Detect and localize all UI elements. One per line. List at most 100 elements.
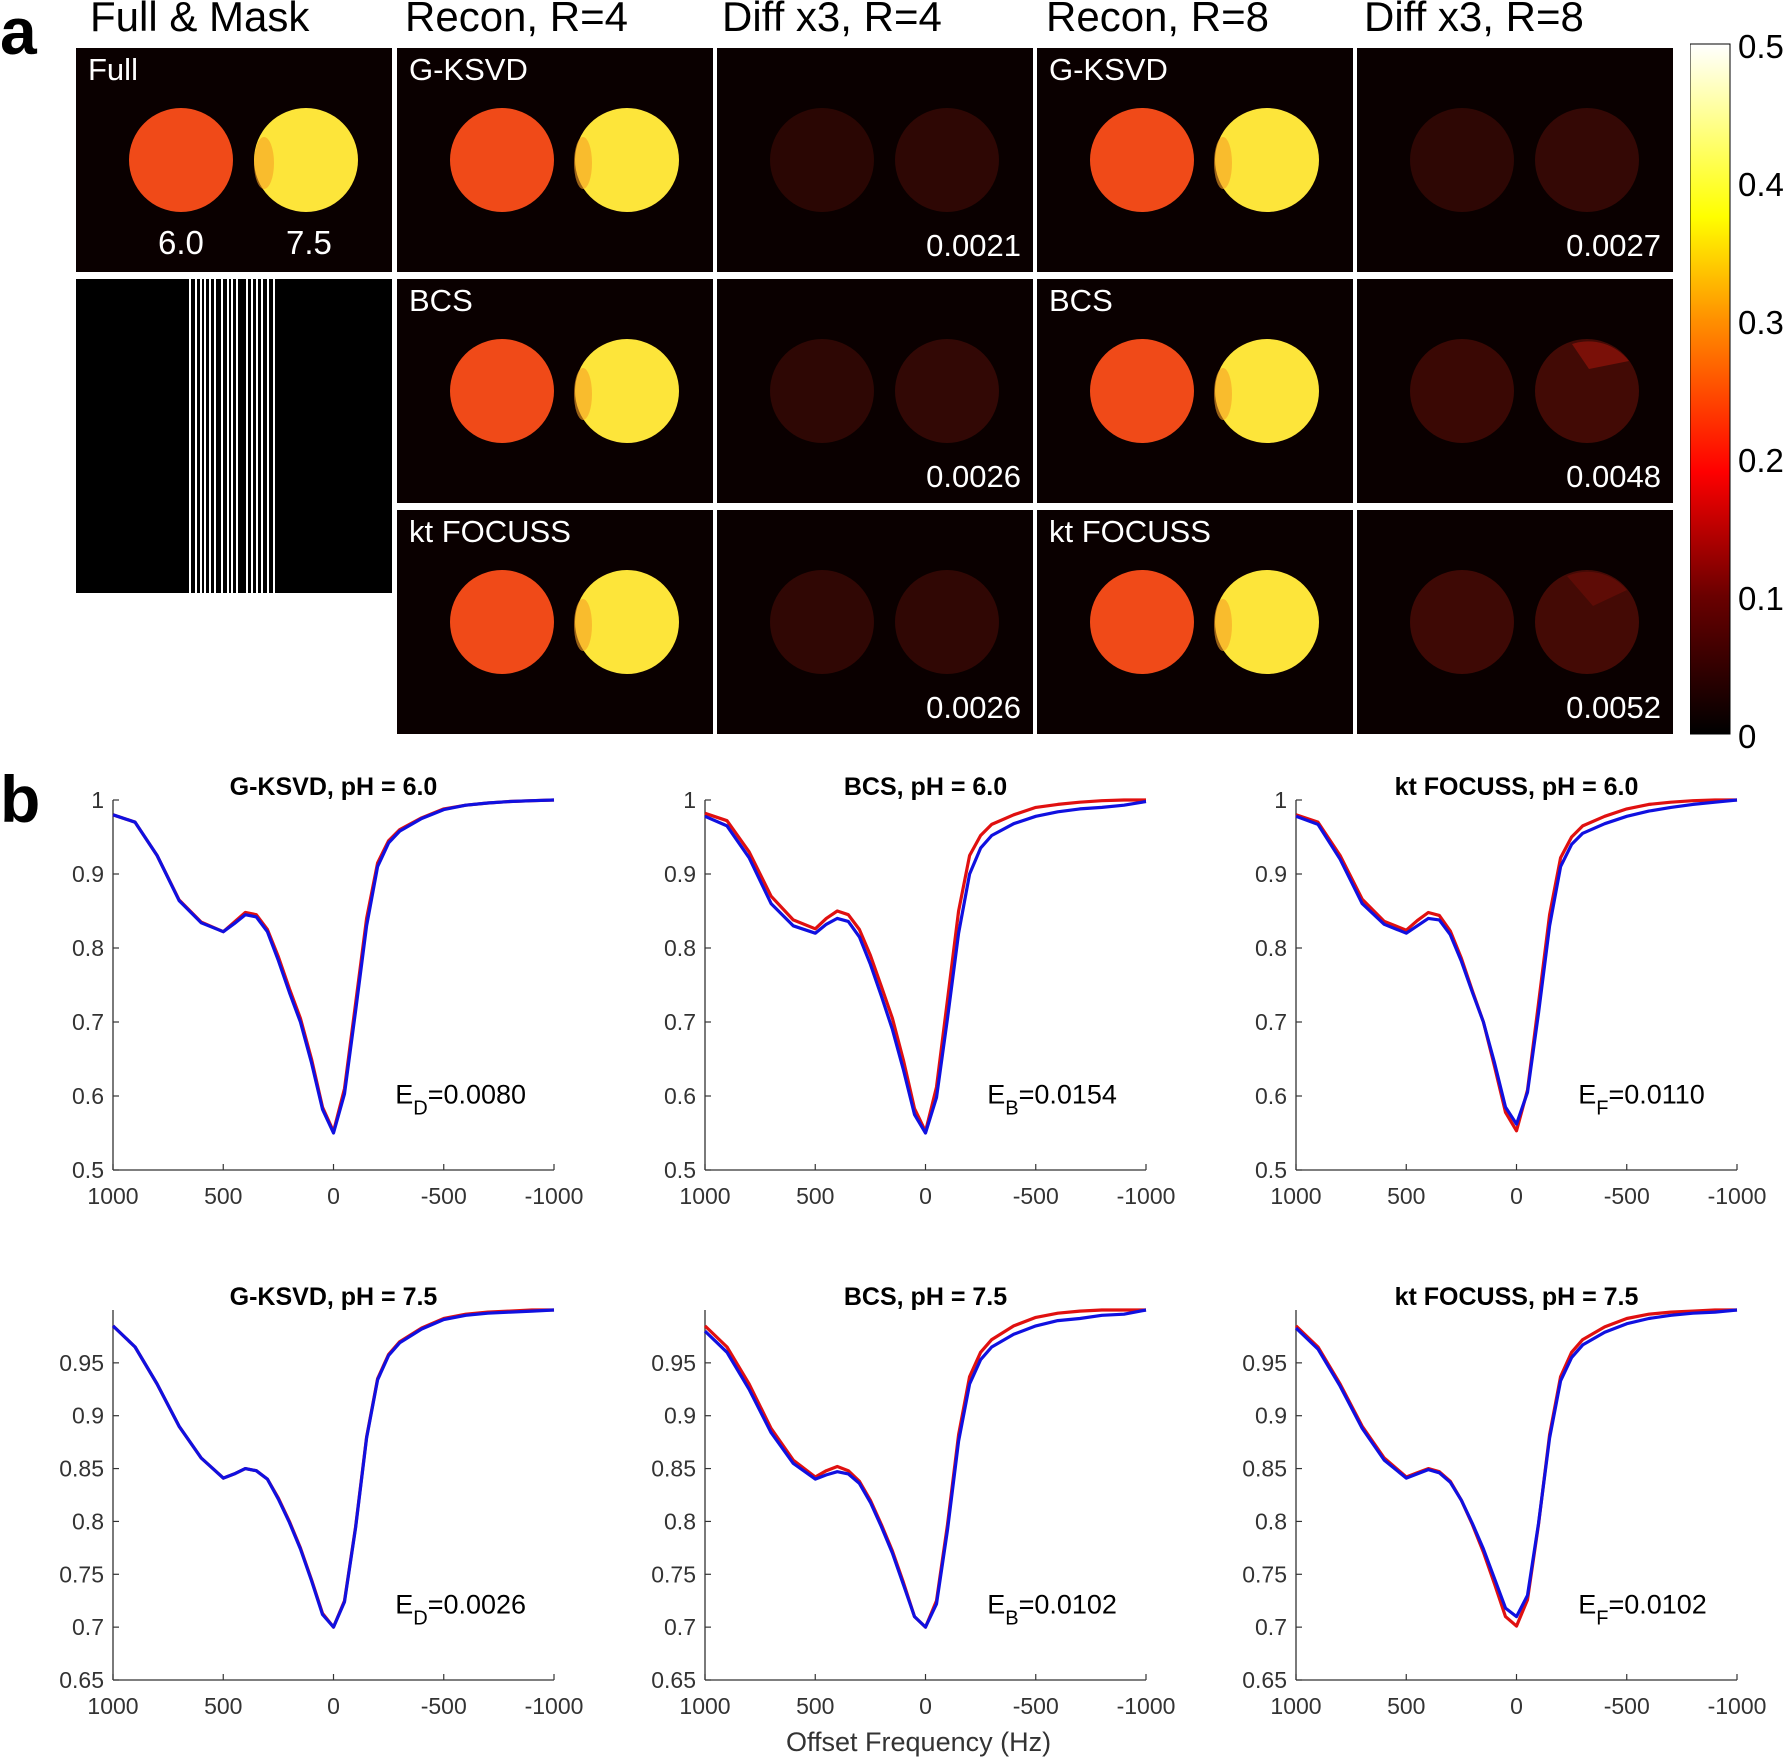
- error-annotation: ED=0.0026: [395, 1589, 526, 1629]
- diff-r4-bcs-tile: 0.0026: [717, 279, 1033, 503]
- y-tick-label: 0.7: [1255, 1009, 1287, 1035]
- x-tick-label: -500: [421, 1183, 467, 1209]
- y-tick-label: 0.5: [72, 1157, 104, 1183]
- y-tick-label: 0.8: [664, 935, 696, 961]
- error-value: 0.0026: [926, 459, 1021, 494]
- x-tick-label: 0: [327, 1183, 340, 1209]
- x-tick-label: -500: [1013, 1693, 1059, 1719]
- x-tick-label: -1000: [1708, 1183, 1767, 1209]
- x-tick-label: 500: [796, 1693, 834, 1719]
- colorbar-tick-label: 0: [1738, 718, 1757, 755]
- recon-r8-ktfocuss-tile: kt FOCUSS: [1037, 510, 1353, 734]
- series-line-reconstruction: [703, 1308, 1147, 1629]
- error-annotation: EF=0.0102: [1578, 1589, 1707, 1629]
- y-tick-label: 0.7: [664, 1614, 696, 1640]
- x-tick-label: 0: [1510, 1183, 1523, 1209]
- x-tick-label: 0: [919, 1693, 932, 1719]
- column-title-recon-r8: Recon, R=8: [1046, 0, 1269, 40]
- x-tick-label: -500: [1604, 1693, 1650, 1719]
- x-tick-label: -1000: [1117, 1693, 1176, 1719]
- y-tick-label: 0.5: [1255, 1157, 1287, 1183]
- y-tick-label: 0.9: [1255, 1403, 1287, 1429]
- x-tick-label: 500: [204, 1183, 242, 1209]
- diff-phantom-image: [1410, 339, 1639, 443]
- colorbar-tick-label: 0.2: [1738, 442, 1784, 479]
- series-line-reconstruction: [704, 799, 1147, 1135]
- method-label: BCS: [1049, 283, 1113, 318]
- method-label: kt FOCUSS: [409, 514, 571, 549]
- diff-r4-ktfocuss-tile: 0.0026: [717, 510, 1033, 734]
- y-tick-label: 0.75: [1242, 1561, 1287, 1587]
- y-tick-label: 0.9: [72, 1403, 104, 1429]
- sampling-mask-tile: [76, 279, 392, 593]
- colorbar: [1690, 43, 1731, 735]
- recon-phantom-image: [1090, 339, 1319, 443]
- plot-title: kt FOCUSS, pH = 6.0: [1395, 773, 1639, 801]
- diff-r8-bcs-tile: 0.0048: [1357, 279, 1673, 503]
- x-tick-label: 500: [204, 1693, 242, 1719]
- y-tick-label: 0.8: [1255, 935, 1287, 961]
- x-tick-label: -500: [421, 1693, 467, 1719]
- recon-phantom-image: [1090, 108, 1319, 212]
- y-tick-label: 0.9: [1255, 861, 1287, 887]
- x-tick-label: 1000: [1270, 1183, 1321, 1209]
- error-annotation: ED=0.0080: [395, 1079, 526, 1119]
- error-annotation: EF=0.0110: [1578, 1079, 1705, 1119]
- y-tick-label: 0.7: [1255, 1614, 1287, 1640]
- recon-r4-ktfocuss-tile: kt FOCUSS: [397, 510, 713, 734]
- diff-r8-ktfocuss-tile: 0.0052: [1357, 510, 1673, 734]
- y-tick-label: 0.9: [664, 861, 696, 887]
- diff-phantom-image: [1410, 570, 1639, 674]
- column-title-diff-r4: Diff x3, R=4: [722, 0, 942, 40]
- colorbar-tick-label: 0.1: [1738, 580, 1784, 617]
- sampling-mask-lines: [189, 279, 275, 593]
- y-tick-label: 1: [91, 787, 104, 813]
- y-tick-label: 0.8: [664, 1508, 696, 1534]
- y-tick-label: 0.9: [664, 1403, 696, 1429]
- x-tick-label: -1000: [1117, 1183, 1176, 1209]
- series-line-reconstruction: [1295, 798, 1738, 1126]
- recon-r4-bcs-tile: BCS: [397, 279, 713, 503]
- y-tick-label: 0.8: [72, 1508, 104, 1534]
- y-tick-label: 0.9: [72, 861, 104, 887]
- recon-r4-gksvd-tile: G-KSVD: [397, 48, 713, 272]
- diff-r8-gksvd-tile: 0.0027: [1357, 48, 1673, 272]
- x-tick-label: -500: [1604, 1183, 1650, 1209]
- column-title-recon-r4: Recon, R=4: [405, 0, 628, 40]
- error-value: 0.0027: [1566, 228, 1661, 263]
- method-label: kt FOCUSS: [1049, 514, 1211, 549]
- series-line-reconstruction: [1294, 1308, 1738, 1619]
- recon-phantom-image: [1090, 570, 1319, 674]
- x-tick-label: -1000: [525, 1693, 584, 1719]
- x-tick-label: -500: [1013, 1183, 1059, 1209]
- recon-r8-gksvd-tile: G-KSVD: [1037, 48, 1353, 272]
- x-tick-label: 1000: [679, 1693, 730, 1719]
- plot-title: G-KSVD, pH = 7.5: [230, 1283, 438, 1311]
- x-tick-label: 1000: [679, 1183, 730, 1209]
- plot-title: kt FOCUSS, pH = 7.5: [1395, 1283, 1639, 1311]
- x-tick-label: 1000: [87, 1693, 138, 1719]
- y-tick-label: 0.85: [59, 1456, 104, 1482]
- phantom-ph6-disk: [129, 108, 233, 212]
- y-tick-label: 0.65: [59, 1667, 104, 1693]
- plot-title: BCS, pH = 6.0: [844, 773, 1007, 801]
- series-line-reference: [703, 1308, 1146, 1629]
- y-tick-label: 1: [683, 787, 696, 813]
- x-tick-label: -1000: [525, 1183, 584, 1209]
- recon-phantom-image: [450, 108, 679, 212]
- x-tick-label: 1000: [1270, 1693, 1321, 1719]
- y-tick-label: 0.65: [1242, 1667, 1287, 1693]
- y-tick-label: 0.65: [651, 1667, 696, 1693]
- y-tick-label: 0.85: [651, 1456, 696, 1482]
- phantom-ph75-disk: [254, 108, 358, 212]
- full-image-tile: Full 6.0 7.5: [76, 48, 392, 272]
- error-value: 0.0026: [926, 690, 1021, 725]
- colorbar-tick-label: 0.5: [1738, 28, 1784, 65]
- method-label: G-KSVD: [1049, 52, 1168, 87]
- y-tick-label: 0.7: [72, 1009, 104, 1035]
- column-title-full-mask: Full & Mask: [90, 0, 310, 40]
- y-tick-label: 0.8: [1255, 1508, 1287, 1534]
- x-tick-label: 0: [327, 1693, 340, 1719]
- x-tick-label: -1000: [1708, 1693, 1767, 1719]
